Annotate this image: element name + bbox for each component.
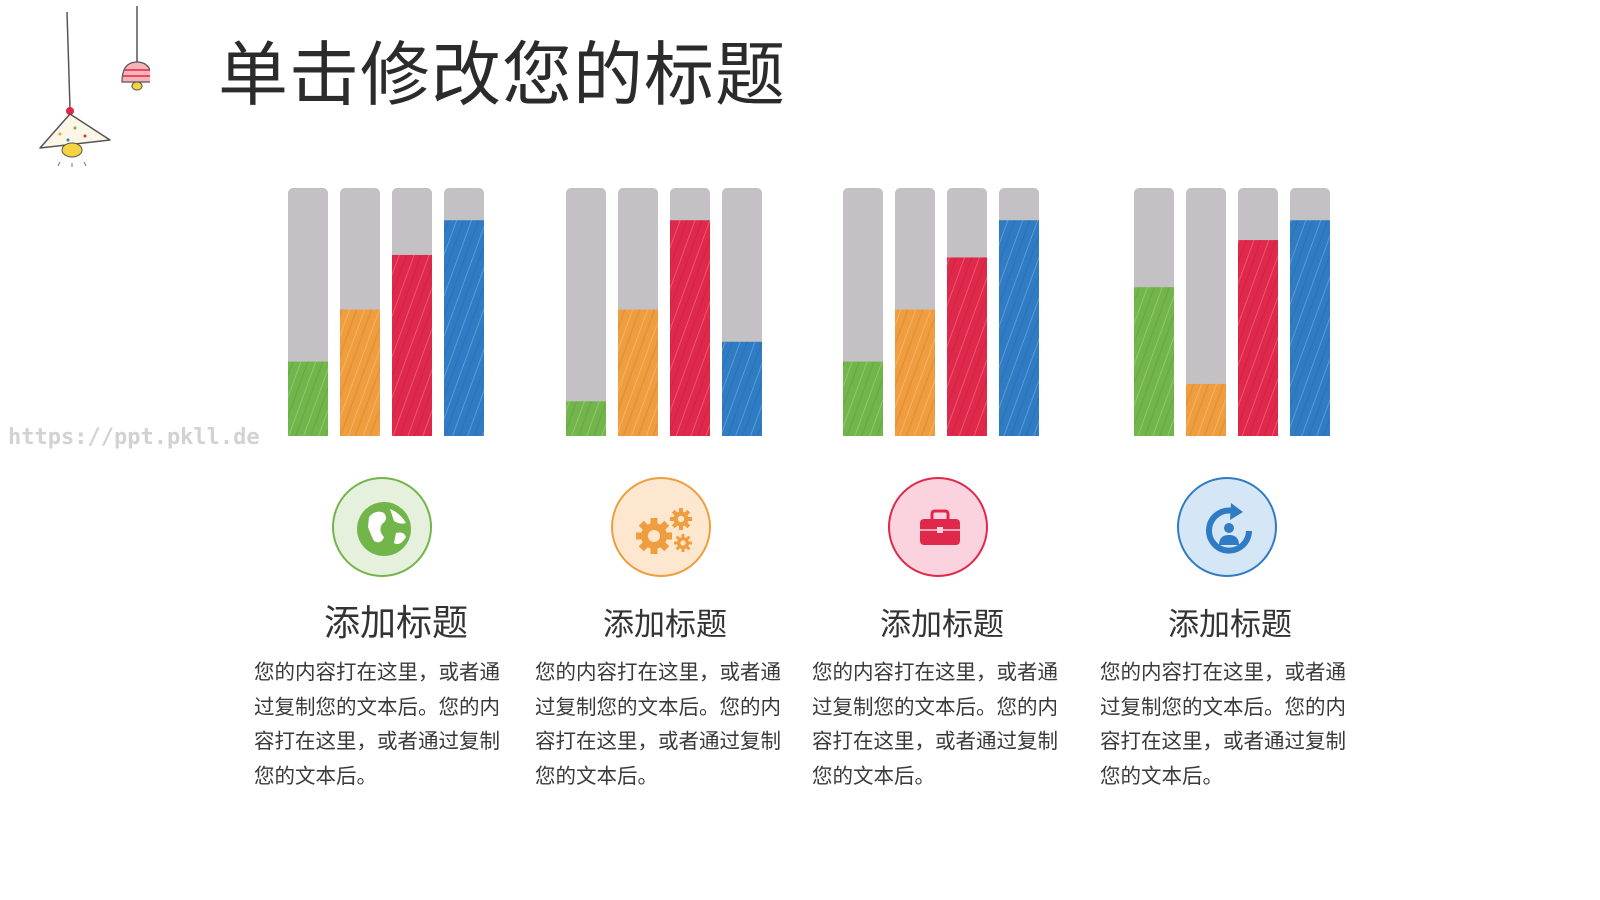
bar-group-4 (1134, 188, 1330, 436)
bar-track (1186, 188, 1226, 436)
bar-texture (618, 309, 658, 436)
bar-group-1 (288, 188, 484, 436)
watermark: https://ppt.pkll.de (8, 425, 260, 450)
bar-group-2 (566, 188, 762, 436)
refresh-user-icon (1177, 477, 1277, 577)
bar-texture (722, 341, 762, 436)
bar-texture (1290, 220, 1330, 436)
section-body-3: 您的内容打在这里，或者通过复制您的文本后。您的内容打在这里，或者通过复制您的文本… (812, 660, 1058, 788)
bar-charts (288, 188, 1330, 436)
bar-texture (392, 254, 432, 436)
bar-texture (566, 401, 606, 436)
bar-texture (999, 220, 1039, 436)
bar-texture (843, 361, 883, 436)
bar-texture (947, 257, 987, 436)
bar-group-3 (843, 188, 1039, 436)
bar-track (566, 188, 606, 436)
bar-texture (444, 220, 484, 436)
globe-icon (332, 477, 432, 577)
section-body-4: 您的内容打在这里，或者通过复制您的文本后。您的内容打在这里，或者通过复制您的文本… (1100, 660, 1346, 788)
section-title-4: 添加标题 (1168, 607, 1292, 643)
section-title-3: 添加标题 (880, 607, 1004, 643)
bar-texture (1134, 287, 1174, 436)
section-body-1: 您的内容打在这里，或者通过复制您的文本后。您的内容打在这里，或者通过复制您的文本… (254, 660, 500, 788)
bar-texture (1238, 240, 1278, 436)
section-title-1: 添加标题 (323, 603, 468, 644)
page-title: 单击修改您的标题 (218, 34, 786, 116)
bar-texture (895, 309, 935, 436)
section-body-2: 您的内容打在这里，或者通过复制您的文本后。您的内容打在这里，或者通过复制您的文本… (535, 660, 781, 788)
section-title-2: 添加标题 (603, 607, 727, 643)
bar-texture (340, 309, 380, 436)
bar-texture (1186, 383, 1226, 436)
briefcase-icon (888, 477, 988, 577)
bar-texture (670, 220, 710, 436)
gears-icon (611, 477, 711, 577)
bar-texture (288, 361, 328, 436)
hanging-lamp-icon (39, 6, 150, 167)
